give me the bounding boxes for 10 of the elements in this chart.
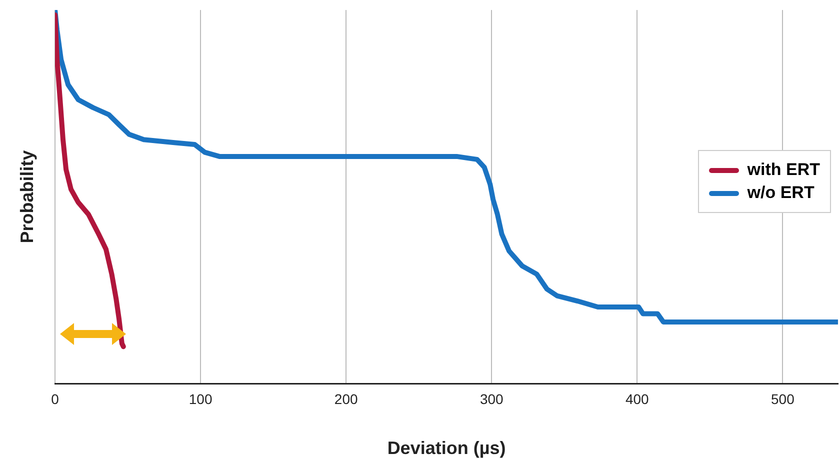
y-axis-title: Probability — [16, 150, 37, 244]
x-axis-title: Deviation (µs) — [387, 438, 506, 458]
x-tick-label: 100 — [188, 390, 212, 407]
x-tick-label: 300 — [480, 390, 504, 407]
legend-label: with ERT — [746, 160, 820, 180]
x-tick-label: 0 — [51, 390, 60, 407]
x-tick-label: 500 — [771, 390, 795, 407]
x-tick-label: 400 — [625, 390, 650, 407]
legend-label: w/o ERT — [746, 183, 816, 203]
x-tick-label: 200 — [334, 390, 358, 407]
